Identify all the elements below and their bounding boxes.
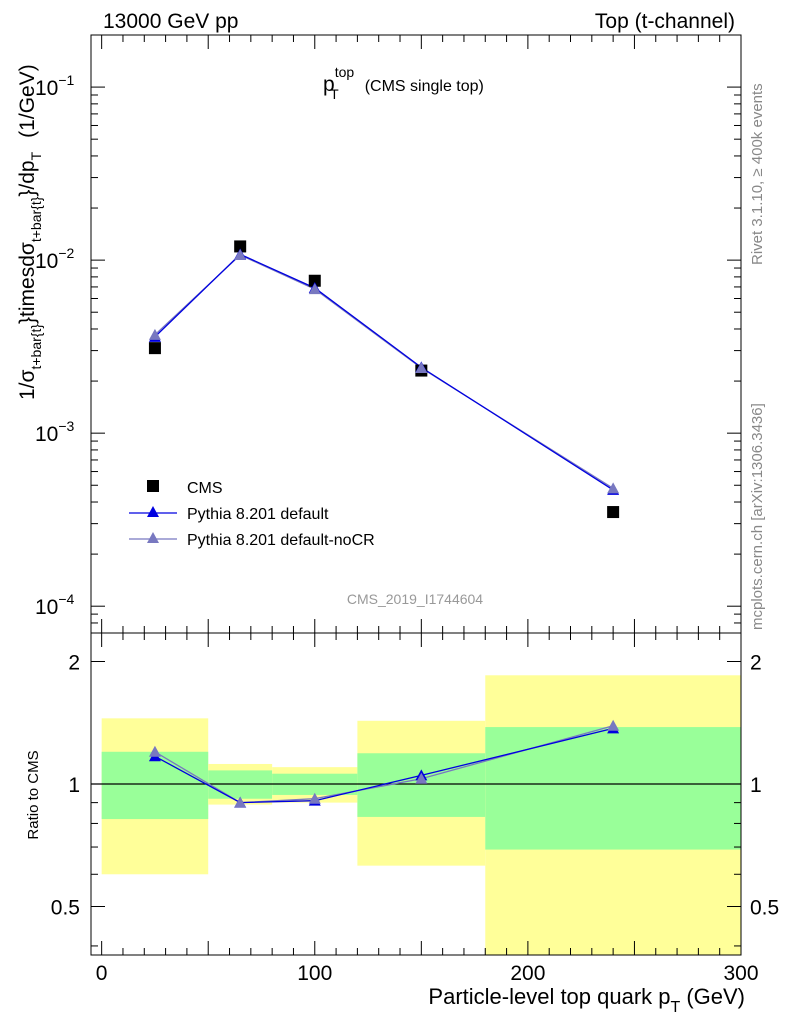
ratio-y-tick-label-right: 1 bbox=[750, 774, 762, 797]
main-y-axis-label: 1/σt+bar{t}}timesdσt+bar{t}}/dpT(1/GeV) bbox=[16, 64, 44, 400]
nocr-mc-point bbox=[234, 249, 247, 261]
ratio-y-tick-label-right: 0.5 bbox=[750, 896, 779, 919]
legend-marker-cms bbox=[147, 480, 159, 492]
x-tick-label: 0 bbox=[96, 962, 108, 985]
ratio-y-tick-label-left: 1 bbox=[68, 774, 80, 797]
main-y-tick-label: 10−1 bbox=[35, 72, 75, 100]
cms-data-point bbox=[607, 506, 620, 519]
main-y-tick-label: 10−2 bbox=[35, 245, 75, 273]
nocr-mc-point bbox=[607, 482, 620, 494]
cms-data-point bbox=[234, 240, 247, 253]
x-tick-label: 300 bbox=[723, 962, 758, 985]
ratio-plot-panel: 0 100 200 300 0.5 0.5 1 1 2 2 bbox=[51, 632, 779, 985]
ratio-plot-frame bbox=[90, 632, 742, 956]
ratio-nocr-point bbox=[607, 719, 620, 731]
legend-label-cms: CMS bbox=[187, 480, 223, 497]
main-series-line bbox=[154, 253, 614, 491]
nocr-mc-point bbox=[415, 361, 428, 373]
ratio-nocr-point bbox=[415, 772, 428, 784]
cms-data-point bbox=[308, 274, 321, 287]
legend: CMS Pythia 8.201 default Pythia 8.201 de… bbox=[129, 480, 375, 549]
x-axis-label: Particle-level top quark pT (GeV) bbox=[428, 984, 745, 1016]
ratio-uncertainty-band-inner bbox=[485, 727, 741, 850]
rivet-label: Rivet 3.1.10, ≥ 400k events bbox=[749, 83, 766, 265]
ratio-nocr-point bbox=[308, 792, 321, 804]
nocr-mc-point bbox=[308, 283, 321, 295]
ratio-uncertainty-band-inner bbox=[101, 751, 209, 820]
main-plot-panel: 10−1 10−2 10−3 10−4 bbox=[35, 34, 742, 634]
legend-label-default: Pythia 8.201 default bbox=[187, 506, 329, 523]
header-right: Top (t-channel) bbox=[595, 10, 735, 33]
ratio-uncertainty-band-inner bbox=[357, 753, 486, 817]
main-series-line bbox=[154, 254, 614, 489]
x-tick-label: 100 bbox=[297, 962, 332, 985]
x-tick-label: 200 bbox=[510, 962, 545, 985]
analysis-watermark: CMS_2019_I1744604 bbox=[347, 591, 483, 607]
nocr-mc-point bbox=[148, 328, 161, 340]
legend-label-nocr: Pythia 8.201 default-noCR bbox=[187, 532, 375, 549]
mcplots-label: mcplots.cern.ch [arXiv:1306.3436] bbox=[749, 403, 766, 630]
ratio-y-tick-label-left: 2 bbox=[68, 652, 80, 675]
plot-title: ptop T (CMS single top) bbox=[323, 64, 484, 102]
ratio-y-axis-label: Ratio to CMS bbox=[25, 750, 42, 839]
ratio-y-tick-label-right: 2 bbox=[750, 652, 762, 675]
main-y-tick-label: 10−4 bbox=[35, 591, 75, 619]
header-left: 13000 GeV pp bbox=[103, 10, 238, 33]
legend-marker-default bbox=[147, 506, 159, 517]
legend-marker-nocr bbox=[147, 532, 159, 543]
cms-data-point bbox=[148, 342, 161, 355]
ratio-nocr-point bbox=[148, 745, 161, 757]
ratio-y-tick-label-left: 0.5 bbox=[51, 896, 80, 919]
main-y-tick-label: 10−3 bbox=[35, 418, 75, 446]
ratio-nocr-point bbox=[234, 796, 247, 808]
